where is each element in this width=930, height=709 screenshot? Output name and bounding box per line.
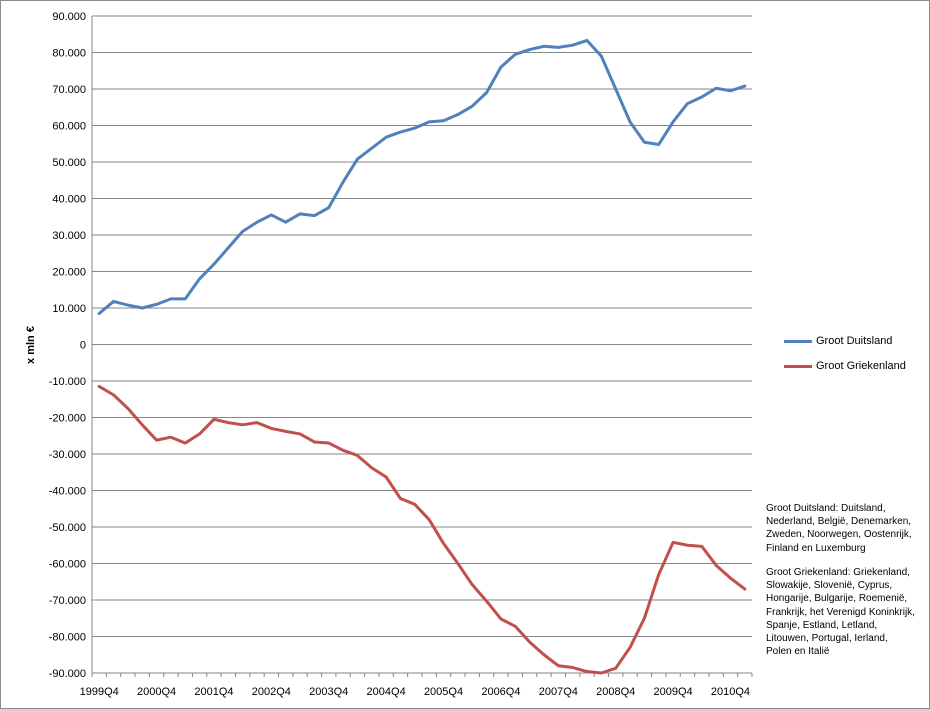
y-tick-label: -40.000 — [49, 486, 86, 498]
legend-swatch-groot-griekenland — [784, 364, 812, 368]
series-line-groot-griekenland — [97, 384, 747, 675]
x-tick-label: 1999Q4 — [80, 686, 119, 698]
legend-item-groot-griekenland: Groot Griekenland — [784, 359, 906, 373]
y-tick-label: 60.000 — [52, 121, 86, 133]
legend-swatch-groot-duitsland — [784, 339, 812, 343]
x-axis — [91, 16, 753, 677]
y-tick-label: 10.000 — [52, 303, 86, 315]
legend-label: Groot Duitsland — [816, 335, 893, 347]
y-tick-label: 90.000 — [52, 11, 86, 23]
x-tick-label: 2004Q4 — [367, 686, 406, 698]
y-tick-label: -50.000 — [49, 522, 86, 534]
y-tick-label: 50.000 — [52, 157, 86, 169]
y-tick-label: -10.000 — [49, 376, 86, 388]
note-groot-griekenland: Groot Griekenland: Griekenland, Slowakij… — [766, 567, 915, 658]
y-tick-label: 70.000 — [52, 84, 86, 96]
y-tick-label: 40.000 — [52, 194, 86, 206]
x-tick-label: 2003Q4 — [309, 686, 348, 698]
y-tick-label: -20.000 — [49, 413, 86, 425]
x-tick-label: 2010Q4 — [711, 686, 750, 698]
gridlines — [92, 15, 752, 674]
x-tick-label: 2007Q4 — [539, 686, 578, 698]
y-axis-tick-labels: 90.000 80.000 70.000 60.000 50.000 40.000 30.0… — [49, 11, 86, 680]
y-tick-label: 30.000 — [52, 230, 86, 242]
x-tick-label: 2001Q4 — [194, 686, 233, 698]
y-tick-label: 20.000 — [52, 267, 86, 279]
series-line-groot-duitsland — [97, 38, 747, 315]
legend-label: Groot Griekenland — [816, 360, 906, 372]
legend: Groot Duitsland Groot Griekenland — [784, 334, 906, 384]
y-tick-label: -70.000 — [49, 595, 86, 607]
x-tick-label: 2009Q4 — [654, 686, 693, 698]
x-tick-label: 2008Q4 — [596, 686, 635, 698]
x-tick-label: 2005Q4 — [424, 686, 463, 698]
y-tick-label: -80.000 — [49, 632, 86, 644]
y-tick-label: -90.000 — [49, 668, 86, 680]
y-tick-label: -30.000 — [49, 449, 86, 461]
note-groot-duitsland: Groot Duitsland: Duitsland, Nederland, B… — [766, 503, 912, 554]
y-tick-label: -60.000 — [49, 559, 86, 571]
y-axis-label: x mln € — [25, 326, 37, 364]
x-tick-label: 2002Q4 — [252, 686, 291, 698]
legend-item-groot-duitsland: Groot Duitsland — [784, 334, 906, 348]
x-tick-label: 2006Q4 — [481, 686, 520, 698]
y-tick-label: 0 — [80, 340, 86, 352]
x-axis-tick-labels: 1999Q4 2000Q4 2001Q4 2002Q4 2003Q4 2004Q4 2005… — [80, 686, 750, 698]
x-tick-label: 2000Q4 — [137, 686, 176, 698]
y-tick-label: 80.000 — [52, 48, 86, 60]
series-lines — [97, 38, 747, 675]
